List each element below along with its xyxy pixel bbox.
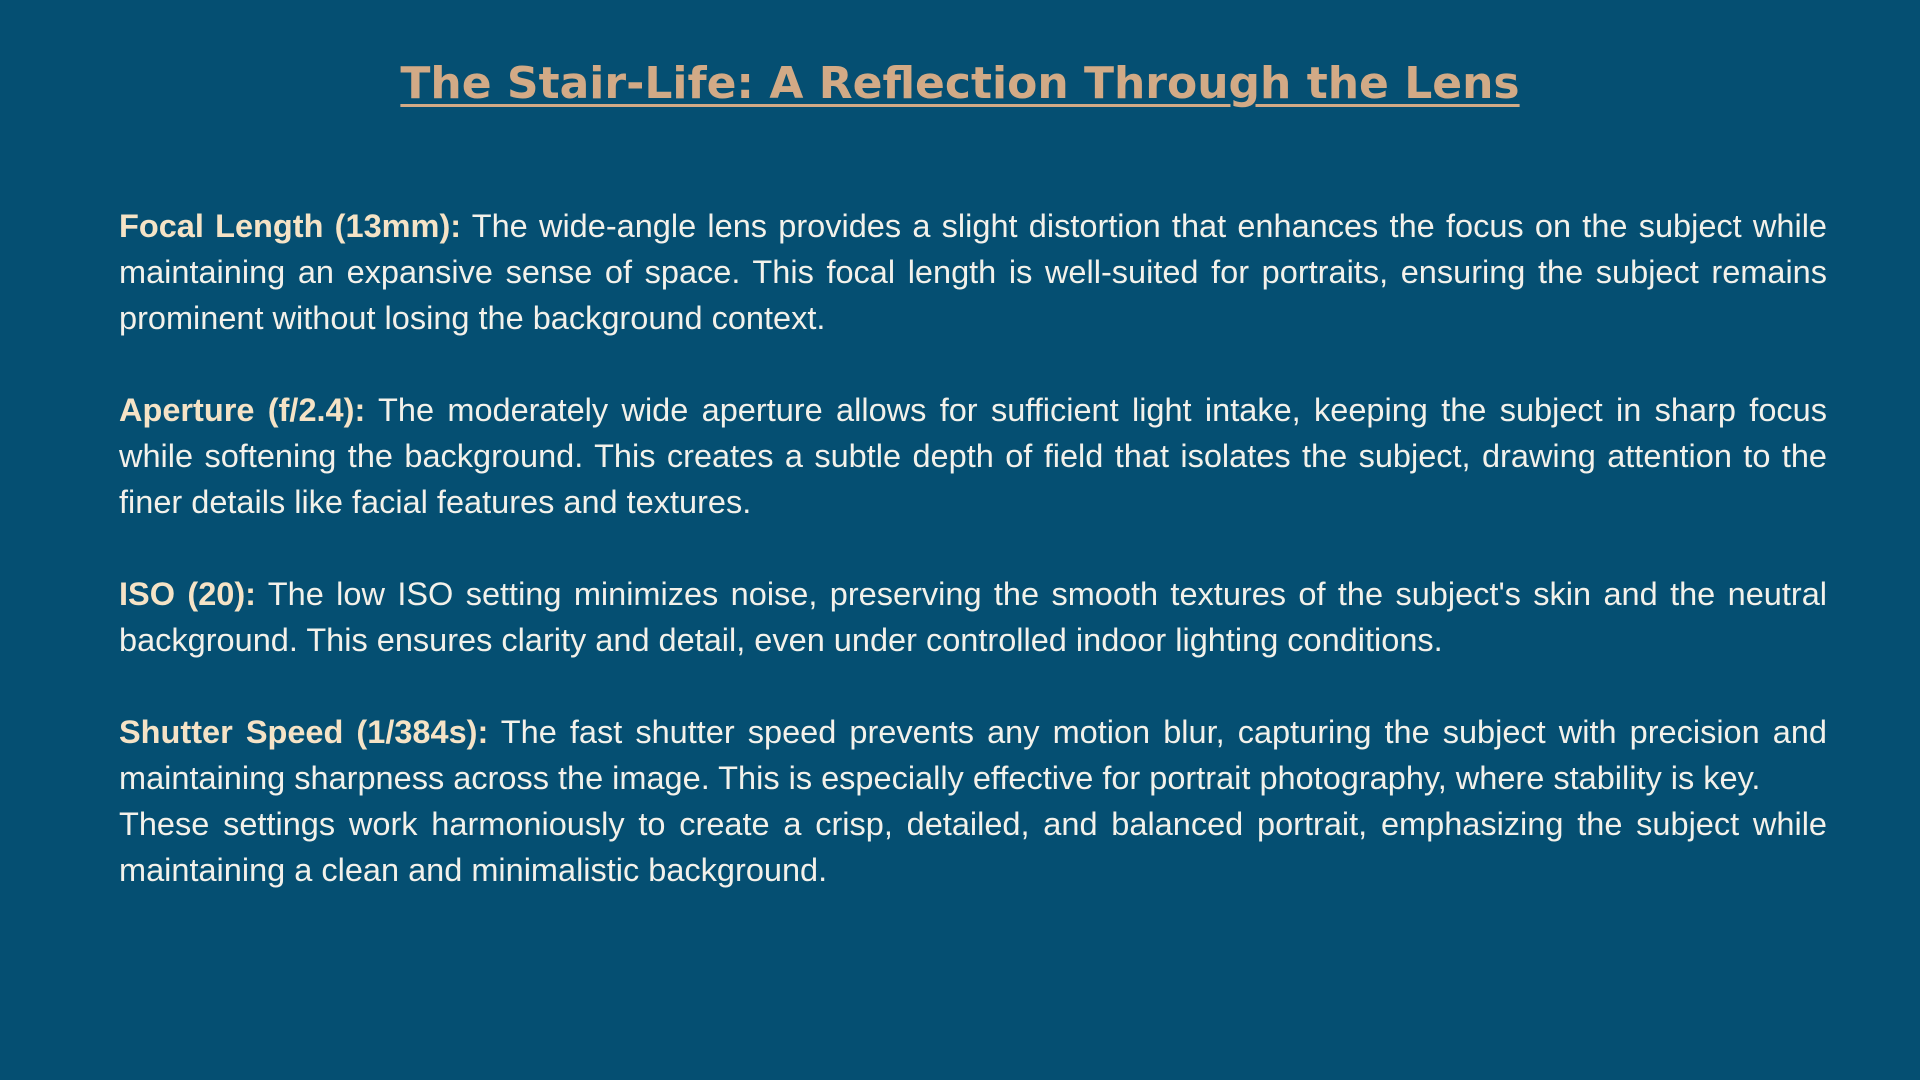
- shutter-speed-term: Shutter Speed (1/384s):: [119, 714, 489, 750]
- focal-length-text: The wide-angle lens provides a slight di…: [119, 208, 1827, 336]
- aperture-text: The moderately wide aperture allows for …: [119, 392, 1827, 520]
- iso-term: ISO (20):: [119, 576, 256, 612]
- shutter-speed-paragraph: Shutter Speed (1/384s): The fast shutter…: [119, 709, 1827, 801]
- iso-text: The low ISO setting minimizes noise, pre…: [119, 576, 1828, 658]
- iso-paragraph: ISO (20): The low ISO setting minimizes …: [119, 571, 1827, 663]
- focal-length-paragraph: Focal Length (13mm): The wide-angle lens…: [119, 203, 1827, 341]
- focal-length-term: Focal Length (13mm):: [119, 208, 462, 244]
- aperture-paragraph: Aperture (f/2.4): The moderately wide ap…: [119, 387, 1827, 525]
- aperture-term: Aperture (f/2.4):: [119, 392, 366, 428]
- conclusion-paragraph: These settings work harmoniously to crea…: [119, 806, 1827, 888]
- page-title: The Stair-Life: A Reflection Through the…: [400, 58, 1520, 109]
- settings-description: Focal Length (13mm): The wide-angle lens…: [119, 203, 1827, 893]
- shutter-speed-text: The fast shutter speed prevents any moti…: [119, 714, 1827, 796]
